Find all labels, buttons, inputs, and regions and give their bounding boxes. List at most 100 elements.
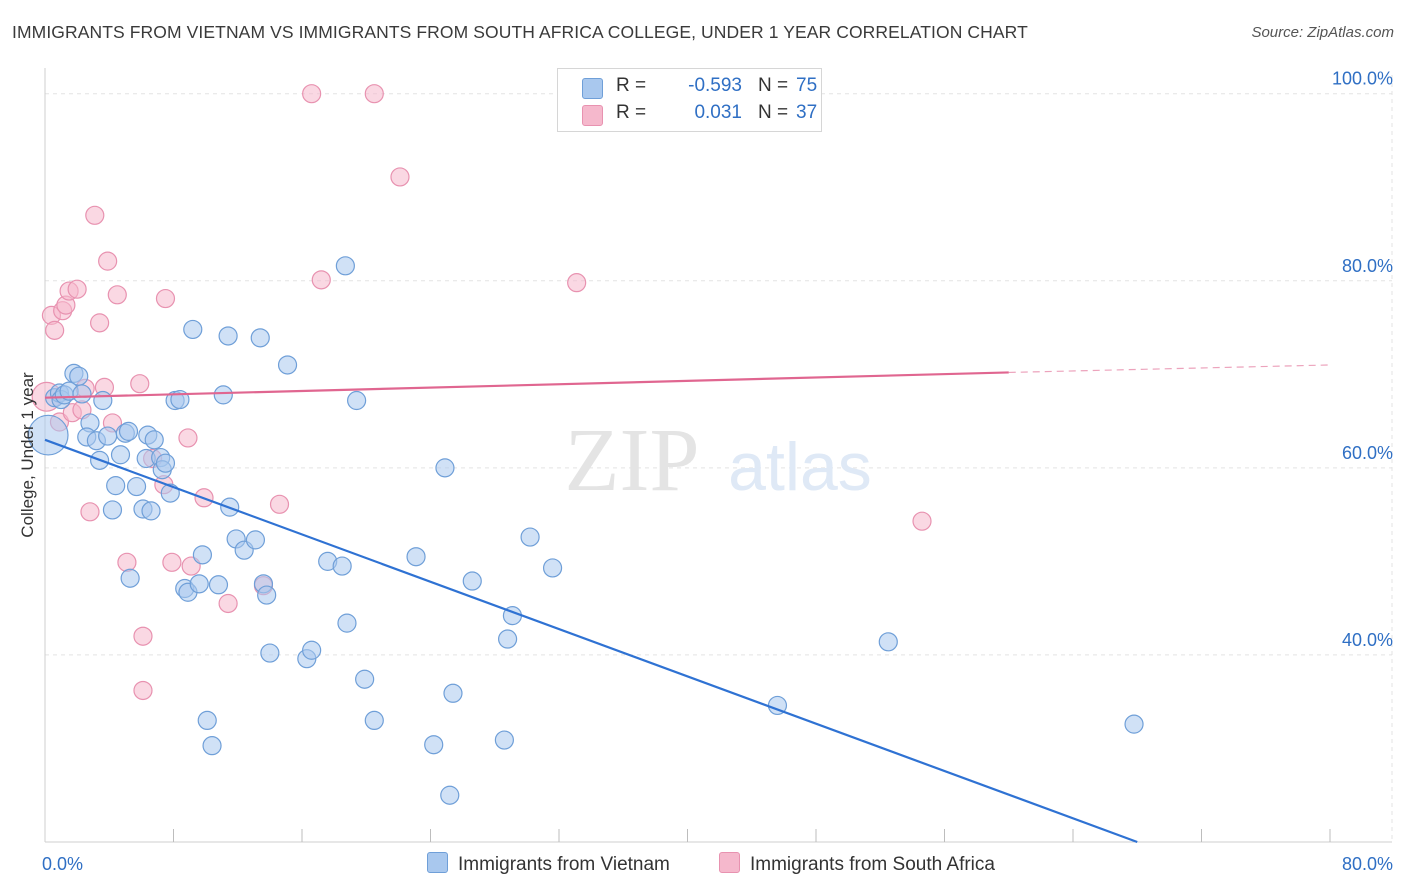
y-tick-label: 100.0% [1332,69,1393,89]
south-africa-point [311,270,331,290]
legend-n-label: N = [758,75,789,96]
vietnam-point [257,585,277,605]
vietnam-point [93,390,113,411]
vietnam-point [245,530,266,550]
vietnam-point [189,574,209,594]
vietnam-point [424,735,444,755]
south-africa-point [912,511,932,531]
y-tick-label: 80.0% [1342,256,1393,276]
y-tick-label: 40.0% [1342,630,1393,650]
south-africa-point [107,285,127,305]
x-tick-label: 0.0% [42,854,83,874]
south-africa-point [45,320,65,340]
bottom-legend-south-africa-label: Immigrants from South Africa [750,854,995,875]
gridlines [45,75,1393,842]
vietnam-point [520,527,540,547]
south-africa-point [98,251,118,271]
vietnam-point [218,326,238,346]
vietnam-point [144,430,164,450]
south-africa-point [178,428,198,448]
south-africa-point [390,167,410,187]
vietnam-point [443,683,463,703]
legend-r-label: R = [616,102,647,123]
south-africa-swatch-icon [582,105,603,126]
vietnam-point [126,476,147,497]
south-africa-point [218,593,238,614]
vietnam-point [110,445,131,465]
vietnam-point [355,669,375,689]
south-africa-point [85,205,105,225]
bottom-legend-south-africa: Immigrants from South Africa [719,852,995,876]
south-africa-point [269,494,290,514]
south-africa-point [80,502,100,522]
south-africa-point [162,552,182,572]
vietnam-point [120,568,140,588]
south-africa-point [67,279,87,299]
vietnam-point [69,366,89,386]
y-axis-label: College, Under 1 year [18,372,37,538]
vietnam-point [1124,714,1144,734]
south-africa-trend-extension [1008,364,1331,374]
vietnam-point [98,426,118,446]
vietnam-point [337,613,357,633]
vietnam-point [406,547,426,567]
watermark-zip: ZIP [565,411,700,510]
vietnam-point [494,730,514,750]
vietnam-point [213,385,233,405]
legend-n-value: 37 [796,102,818,123]
vietnam-trend-line [44,438,1138,844]
south-africa-point [133,680,153,701]
vietnam-point [260,643,280,663]
south-africa-trend-line [44,371,1009,399]
south-africa-point [117,552,137,572]
south-africa-point [130,374,150,394]
south-africa-point [567,273,587,293]
south-africa-point [133,626,153,646]
vietnam-swatch-icon [582,78,603,99]
vietnam-point [250,328,270,348]
vietnam-point [878,632,898,652]
legend-n-value: 75 [796,75,818,96]
watermark: ZIP atlas [565,411,872,510]
legend-r-label: R = [616,75,647,96]
vietnam-point [106,476,126,496]
vietnam-point [192,545,213,565]
vietnam-point [72,384,92,404]
south-africa-legend-icon [719,852,740,873]
south-africa-point [90,313,110,333]
vietnam-point [364,710,384,731]
legend-n-label: N = [758,102,789,123]
south-africa-point [155,288,176,309]
vietnam-point [208,575,229,595]
axis-labels: 40.0% 60.0% 80.0% 100.0% 0.0% 80.0% College, U… [18,69,1393,874]
vietnam-point [542,558,563,578]
watermark-atlas: atlas [728,429,872,505]
correlation-legend: R = -0.593 N = 75 R = 0.031 N = 37 [557,68,822,132]
vietnam-point [302,640,322,660]
vietnam-points [27,256,1144,805]
vietnam-point [102,500,123,520]
axes [44,68,1392,843]
vietnam-point [347,390,367,411]
legend-r-value: 0.031 [694,102,742,123]
south-africa-point [364,84,384,104]
vietnam-point [183,319,203,340]
vietnam-point [118,421,139,441]
bottom-legend-vietnam-label: Immigrants from Vietnam [458,854,670,875]
vietnam-point [462,571,482,591]
vietnam-point [435,458,455,478]
south-africa-point [302,84,322,104]
vietnam-point [277,355,298,375]
vietnam-point [141,501,161,521]
trend-lines [44,364,1331,844]
vietnam-point [155,453,176,473]
vietnam-point [332,556,352,576]
south-africa-points [31,84,932,701]
source-note: Source: ZipAtlas.com [1251,24,1394,41]
vietnam-point [197,710,217,731]
bottom-legend-vietnam: Immigrants from Vietnam [427,852,670,876]
y-tick-label: 60.0% [1342,443,1393,463]
vietnam-point [202,736,222,756]
vietnam-point [440,785,460,805]
